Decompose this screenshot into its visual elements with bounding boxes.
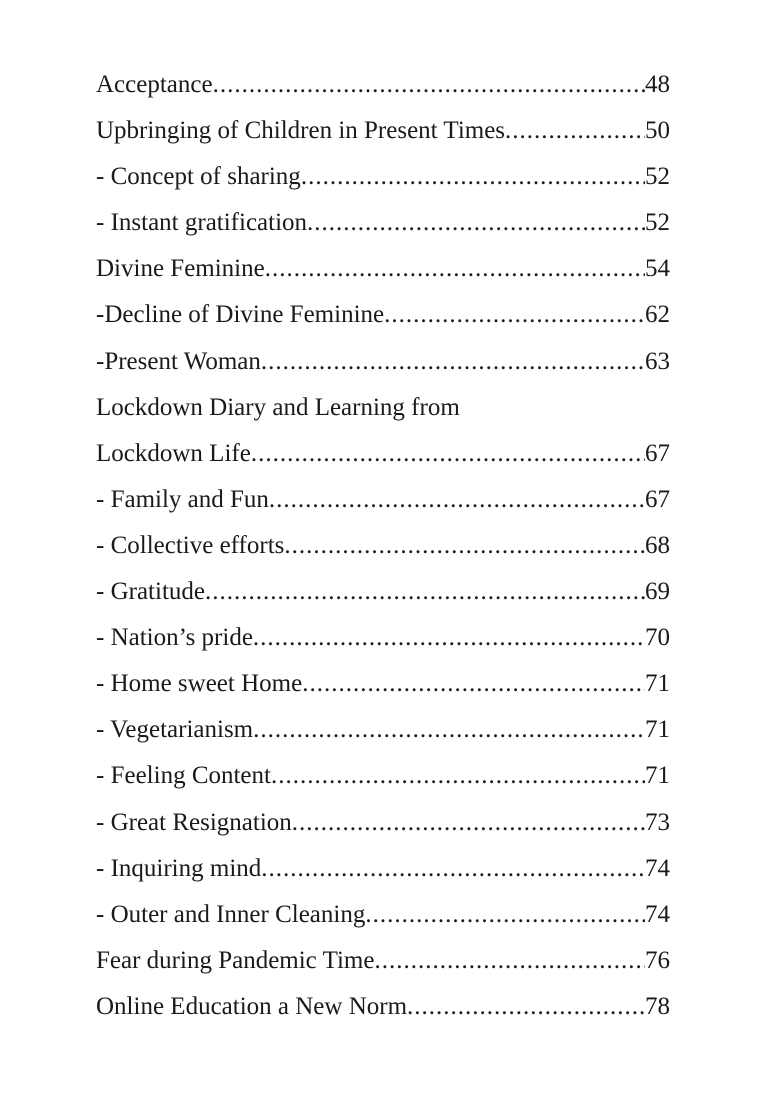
- toc-entry-page: 67: [645, 485, 670, 513]
- toc-entry: Lockdown Life 67: [96, 431, 670, 477]
- toc-entry-title: - Home sweet Home: [96, 670, 303, 698]
- toc-entry: - Instant gratification 52: [96, 200, 670, 246]
- toc-entry: Lockdown Diary and Learning from: [96, 385, 670, 431]
- dot-leader: [365, 892, 645, 938]
- toc-entry: - Family and Fun 67: [96, 477, 670, 523]
- dot-leader: [253, 707, 645, 753]
- toc-entry: Upbringing of Children in Present Times 5…: [96, 108, 670, 154]
- toc-entry-title: Divine Feminine: [96, 255, 265, 283]
- toc-entry-page: 69: [645, 578, 670, 606]
- toc-entry-page: 62: [645, 301, 670, 329]
- toc-entry: Acceptance 48: [96, 62, 670, 108]
- dot-leader: [505, 108, 645, 154]
- toc-entry: - Outer and Inner Cleaning 74: [96, 892, 670, 938]
- toc-entry-page: 71: [645, 762, 670, 790]
- toc-entry-title: Online Education a New Norm: [96, 992, 408, 1020]
- toc-entry-page: 76: [645, 946, 670, 974]
- toc-entry-title: - Collective efforts: [96, 531, 285, 559]
- toc-entry: - Feeling Content 71: [96, 753, 670, 799]
- toc-entry: - Vegetarianism 71: [96, 707, 670, 753]
- toc-entry-page: 71: [645, 670, 670, 698]
- dot-leader: [407, 984, 645, 1030]
- toc-entry-title: - Family and Fun: [96, 485, 269, 513]
- toc-entry-page: 67: [645, 439, 670, 467]
- toc-entry-title: Lockdown Diary and Learning from: [96, 393, 460, 421]
- toc-entry-title: Lockdown Life: [96, 439, 251, 467]
- toc-entry: - Nation’s pride 70: [96, 615, 670, 661]
- dot-leader: [261, 339, 645, 385]
- toc-entry-page: 74: [645, 900, 670, 928]
- toc-entry: -Decline of Divine Feminine 62: [96, 292, 670, 338]
- dot-leader: [374, 938, 645, 984]
- toc-entry-page: 74: [645, 854, 670, 882]
- toc-entry-page: 71: [645, 716, 670, 744]
- dot-leader: [307, 200, 645, 246]
- dot-leader: [302, 661, 645, 707]
- dot-leader: [384, 292, 645, 338]
- dot-leader: [265, 246, 645, 292]
- table-of-contents: Acceptance 48 Upbringing of Children in Pr…: [96, 62, 670, 1030]
- toc-entry-page: 52: [645, 209, 670, 237]
- toc-entry: - Concept of sharing 52: [96, 154, 670, 200]
- toc-entry-title: -Present Woman: [96, 347, 261, 375]
- dot-leader: [292, 800, 645, 846]
- dot-leader: [253, 615, 645, 661]
- dot-leader: [213, 62, 645, 108]
- toc-entry-page: 78: [645, 992, 670, 1020]
- dot-leader: [205, 569, 645, 615]
- toc-entry: - Gratitude 69: [96, 569, 670, 615]
- toc-entry: - Inquiring mind 74: [96, 846, 670, 892]
- toc-entry: -Present Woman 63: [96, 339, 670, 385]
- toc-entry-title: -Decline of Divine Feminine: [96, 301, 385, 329]
- toc-entry-page: 50: [645, 117, 670, 145]
- dot-leader: [271, 753, 645, 799]
- toc-entry-title: - Great Resignation: [96, 808, 292, 836]
- toc-entry-title: Acceptance: [96, 71, 213, 98]
- toc-entry-page: 73: [645, 808, 670, 836]
- toc-entry-page: 54: [645, 255, 670, 283]
- toc-entry-page: 52: [645, 163, 670, 191]
- toc-entry: Divine Feminine 54: [96, 246, 670, 292]
- toc-entry-title: - Outer and Inner Cleaning: [96, 900, 366, 928]
- toc-entry-title: - Nation’s pride: [96, 624, 253, 652]
- dot-leader: [301, 154, 645, 200]
- toc-entry-title: - Feeling Content: [96, 762, 271, 790]
- toc-entry: - Collective efforts 68: [96, 523, 670, 569]
- toc-entry-title: Fear during Pandemic Time: [96, 946, 375, 974]
- toc-entry: - Great Resignation 73: [96, 800, 670, 846]
- toc-entry-title: - Vegetarianism: [96, 716, 254, 744]
- dot-leader: [269, 477, 645, 523]
- toc-entry-page: 70: [645, 624, 670, 652]
- toc-entry-page: 63: [645, 347, 670, 375]
- toc-entry-page: 68: [645, 531, 670, 559]
- dot-leader: [251, 431, 645, 477]
- toc-entry-title: - Concept of sharing: [96, 163, 301, 191]
- toc-entry-title: - Instant gratification: [96, 209, 308, 237]
- toc-entry-title: Upbringing of Children in Present Times: [96, 117, 506, 145]
- dot-leader: [261, 846, 645, 892]
- dot-leader: [284, 523, 645, 569]
- toc-entry-title: - Gratitude: [96, 578, 205, 606]
- toc-entry: Online Education a New Norm 78: [96, 984, 670, 1030]
- toc-entry-title: - Inquiring mind: [96, 854, 262, 882]
- toc-entry: Fear during Pandemic Time 76: [96, 938, 670, 984]
- toc-entry: - Home sweet Home 71: [96, 661, 670, 707]
- toc-entry-page: 48: [645, 71, 670, 98]
